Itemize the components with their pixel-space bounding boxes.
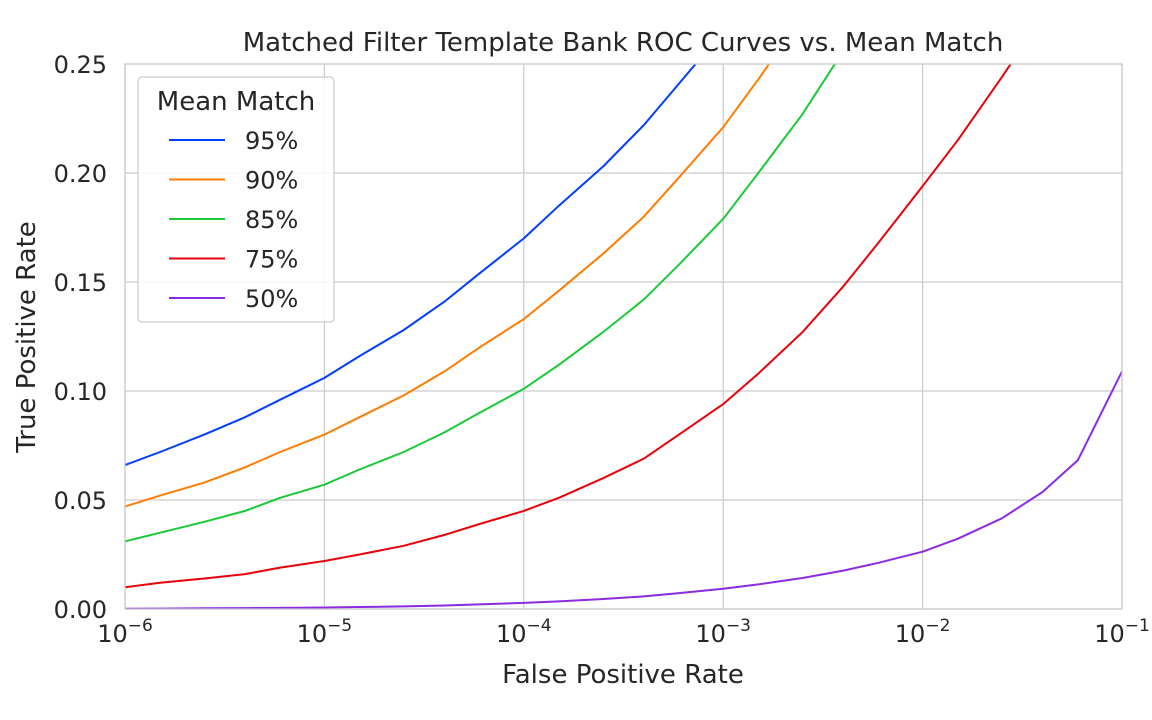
- y-tick-label: 0.00: [54, 596, 107, 624]
- y-tick-label: 0.20: [54, 160, 107, 188]
- series-line-85-pct: [125, 64, 837, 543]
- legend-label: 75%: [245, 246, 298, 274]
- legend-title: Mean Match: [157, 87, 315, 117]
- series-line-95-pct: [125, 64, 697, 467]
- plot-frame: [124, 63, 1123, 610]
- legend-label: 90%: [245, 167, 298, 195]
- x-tick-labels: 10−6 10−5 10−4 10−3 10−2 10−1: [97, 616, 1150, 648]
- legend-label: 50%: [245, 285, 298, 313]
- x-axis-title: False Positive Rate: [502, 660, 744, 690]
- x-tick-label: 10−3: [695, 616, 751, 648]
- y-tick-labels: 0.00 0.05 0.10 0.15 0.20 0.25: [54, 51, 107, 624]
- x-tick-label: 10−5: [297, 616, 353, 648]
- series-lines: [125, 64, 1122, 609]
- x-tick-label: 10−2: [895, 616, 951, 648]
- legend: Mean Match 95% 90% 85% 75% 50%: [137, 76, 335, 323]
- series-line-50-pct: [125, 370, 1122, 609]
- x-tick-label: 10−4: [496, 616, 552, 648]
- legend-label: 85%: [245, 206, 298, 234]
- series-line-90-pct: [125, 64, 771, 508]
- y-tick-label: 0.25: [54, 51, 107, 79]
- y-tick-label: 0.10: [54, 378, 107, 406]
- y-tick-label: 0.05: [54, 487, 107, 515]
- legend-label: 95%: [245, 127, 298, 155]
- y-axis-title: True Positive Rate: [12, 221, 42, 454]
- legend-items: 95% 90% 85% 75% 50%: [169, 127, 298, 313]
- x-tick-label: 10−1: [1094, 616, 1150, 648]
- y-tick-label: 0.15: [54, 269, 107, 297]
- chart-title: Matched Filter Template Bank ROC Curves …: [243, 28, 1004, 58]
- legend-box: [137, 76, 335, 323]
- series-line-75-pct: [125, 64, 1012, 589]
- x-tick-label: 10−6: [97, 616, 153, 648]
